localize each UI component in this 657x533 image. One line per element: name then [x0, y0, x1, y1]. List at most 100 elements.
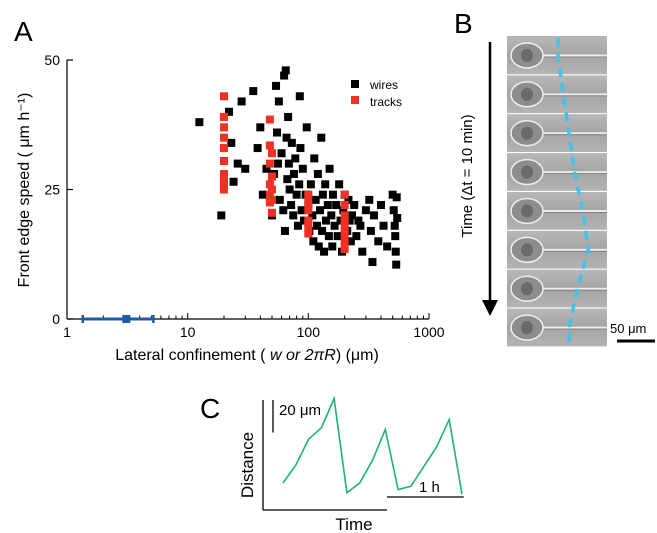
tracks-point	[219, 133, 228, 142]
wires-point	[293, 221, 302, 230]
wires-point	[272, 81, 281, 90]
x-tick-label: 100	[297, 324, 321, 340]
wires-point	[317, 133, 326, 142]
c-y-scale-label: 20 μm	[279, 402, 321, 419]
wires-point	[284, 159, 293, 168]
y-tick-label: 0	[52, 311, 60, 327]
distance-trace	[282, 395, 463, 495]
wires-point	[285, 185, 294, 194]
wires-point	[320, 247, 329, 256]
wires-point	[287, 138, 296, 147]
wires-point	[227, 138, 236, 147]
tracks-point	[268, 172, 277, 181]
x-axis-title-suffix: ) (μm)	[336, 347, 379, 364]
wires-point	[347, 211, 356, 220]
tracks-point	[340, 245, 349, 254]
c-scale-bars	[272, 400, 464, 498]
wires-point	[233, 159, 242, 168]
tracks-point	[219, 144, 228, 153]
x-tick-label: 10	[180, 324, 196, 340]
wires-point	[287, 201, 296, 210]
cell-nucleus	[521, 320, 533, 335]
c-y-axis-title: Distance	[238, 432, 257, 498]
wires-point	[318, 190, 327, 199]
wires-point	[325, 164, 334, 173]
error-bar-point	[122, 315, 131, 323]
tracks-point	[304, 224, 313, 233]
legend: wires tracks	[351, 78, 402, 109]
x-tick-label: 1000	[413, 324, 444, 340]
wires-point	[249, 87, 258, 96]
wires-point	[321, 216, 330, 225]
panel-label-b: B	[454, 8, 473, 39]
cell-nucleus	[521, 165, 533, 179]
wires-point	[310, 154, 319, 163]
tracks-point	[265, 190, 274, 199]
tracks-point	[219, 177, 228, 186]
panel-label-c: C	[200, 393, 220, 424]
time-axis-label: Time (Δt = 10 min)	[459, 114, 476, 237]
wires-point	[274, 97, 283, 106]
wires-point	[327, 211, 336, 220]
x-axis-title-prefix: Lateral confinement (	[115, 347, 266, 364]
cell-nucleus	[521, 204, 533, 218]
wires-point	[277, 149, 286, 158]
legend-swatch-wires	[351, 80, 359, 88]
cell-nucleus	[521, 126, 533, 140]
wires-point	[296, 144, 305, 153]
tracks-point	[268, 185, 277, 194]
tracks-point	[340, 211, 349, 220]
tracks-point	[265, 115, 274, 124]
wires-point	[328, 190, 337, 199]
wires-point	[354, 216, 363, 225]
wires-point	[295, 92, 304, 101]
tracks-point	[265, 159, 274, 168]
tracks-point	[340, 221, 349, 230]
wires-point	[314, 242, 323, 251]
wires-point	[291, 154, 300, 163]
wires-point	[313, 221, 322, 230]
wires-point	[393, 213, 402, 222]
wires-point	[324, 232, 333, 241]
wires-point	[298, 164, 307, 173]
wires-point	[295, 180, 304, 189]
wires-point	[376, 201, 385, 210]
tracks-point	[340, 216, 349, 225]
wires-point	[388, 190, 397, 199]
tracks-point	[340, 229, 349, 238]
wires-point	[292, 190, 301, 199]
micrograph-frames	[507, 36, 607, 348]
wires-point	[390, 221, 399, 230]
wires-point	[302, 123, 311, 132]
cell-nucleus	[521, 243, 533, 257]
time-arrow-head	[482, 300, 498, 316]
wires-point	[358, 247, 367, 256]
wires-point	[379, 221, 388, 230]
tracks-point	[219, 92, 228, 101]
micrograph-frame	[507, 153, 607, 193]
micrograph-frame	[507, 308, 607, 348]
wires-point	[289, 169, 298, 178]
wires-point	[389, 206, 398, 215]
y-tick-label: 50	[44, 52, 60, 68]
tracks-point	[304, 198, 313, 207]
blue-error-bar	[81, 315, 155, 323]
wires-point	[309, 237, 318, 246]
wires-point	[391, 232, 400, 241]
tracks-point	[268, 195, 277, 204]
scale-bar-label: 50 μm	[610, 321, 646, 336]
wires-point	[279, 206, 288, 215]
tracks-point	[340, 190, 349, 199]
wires-point	[366, 226, 375, 235]
cell-nucleus	[521, 87, 533, 101]
wires-point	[368, 258, 377, 267]
wires-point	[392, 260, 401, 269]
wires-point	[361, 206, 370, 215]
cell-nucleus	[521, 282, 533, 296]
micrograph-frame	[507, 75, 607, 115]
scatter-chart: 0 25 50 1 10 100 1000 wires tracks Front edge …	[16, 52, 445, 364]
wires-point	[308, 211, 317, 220]
wires-point	[262, 164, 271, 173]
wires-point	[297, 206, 306, 215]
